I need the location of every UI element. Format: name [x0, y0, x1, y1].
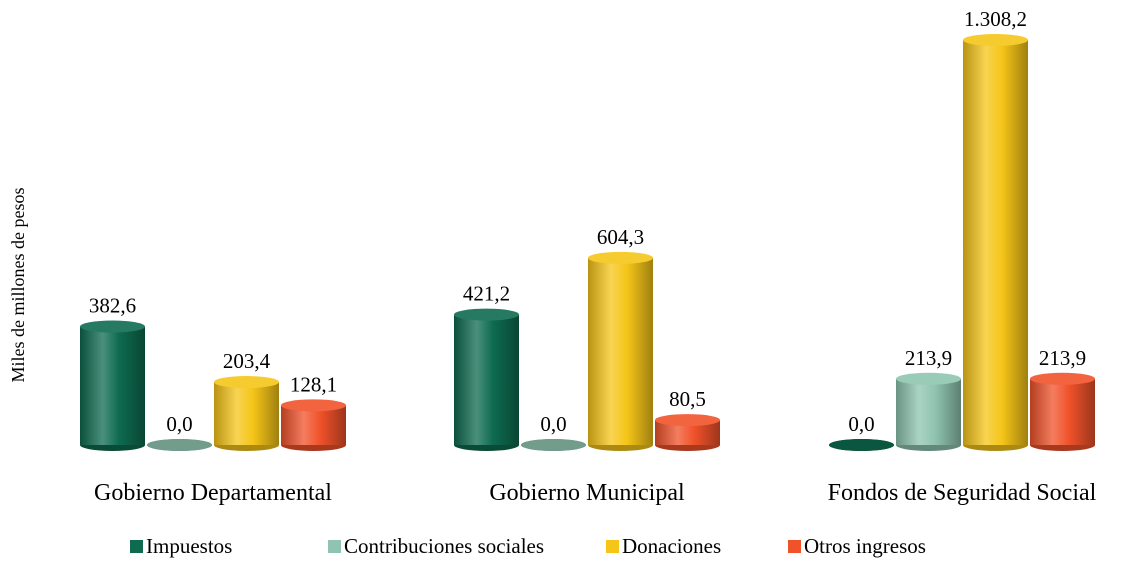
- legend-label: Contribuciones sociales: [344, 534, 544, 558]
- data-label: 0,0: [540, 412, 566, 436]
- bar-body: [588, 257, 653, 445]
- bar: [829, 439, 894, 451]
- bar-top: [214, 376, 279, 389]
- legend-label: Impuestos: [146, 534, 232, 558]
- legend-swatch: [328, 540, 341, 553]
- bar: [655, 414, 720, 451]
- legend-label: Donaciones: [622, 534, 721, 558]
- bar-top: [147, 439, 212, 451]
- data-label: 0,0: [166, 412, 192, 436]
- bar: [588, 251, 653, 451]
- bar-top: [588, 251, 653, 264]
- bar-top: [829, 439, 894, 451]
- bar: [214, 376, 279, 451]
- y-axis-label: Miles de millones de pesos: [8, 188, 28, 383]
- data-label: 213,9: [905, 346, 952, 370]
- bar: [147, 439, 212, 451]
- legend-label: Otros ingresos: [804, 534, 926, 558]
- bar: [896, 372, 961, 451]
- bar: [281, 399, 346, 451]
- bar-body: [214, 382, 279, 445]
- bar-top: [521, 439, 586, 451]
- data-label: 1.308,2: [964, 7, 1027, 31]
- x-tick-label: Gobierno Municipal: [489, 480, 685, 506]
- bar-body: [80, 326, 145, 445]
- bar-body: [963, 40, 1028, 445]
- bar: [80, 320, 145, 451]
- bar: [454, 308, 519, 451]
- bar-top: [1030, 372, 1095, 385]
- bar-top: [281, 399, 346, 412]
- bar-top: [80, 320, 145, 333]
- data-label: 604,3: [597, 225, 644, 249]
- x-tick-label: Fondos de Seguridad Social: [828, 480, 1097, 506]
- bar-body: [454, 314, 519, 445]
- bar-top: [896, 372, 961, 385]
- bar-top: [655, 414, 720, 427]
- data-label: 203,4: [223, 349, 271, 373]
- data-label: 128,1: [290, 372, 337, 396]
- legend-swatch: [788, 540, 801, 553]
- bar-top: [963, 34, 1028, 46]
- bar: [963, 34, 1028, 451]
- bar-body: [281, 405, 346, 445]
- bar-body: [1030, 378, 1095, 445]
- bar-top: [454, 308, 519, 321]
- data-label: 382,6: [89, 294, 136, 318]
- data-label: 80,5: [669, 387, 706, 411]
- data-label: 0,0: [848, 412, 874, 436]
- data-label: 421,2: [463, 282, 510, 306]
- x-tick-label: Gobierno Departamental: [94, 480, 332, 506]
- legend-swatch: [606, 540, 619, 553]
- legend-swatch: [130, 540, 143, 553]
- bar: [1030, 372, 1095, 451]
- bar-body: [896, 378, 961, 445]
- data-label: 213,9: [1039, 346, 1086, 370]
- bar: [521, 439, 586, 451]
